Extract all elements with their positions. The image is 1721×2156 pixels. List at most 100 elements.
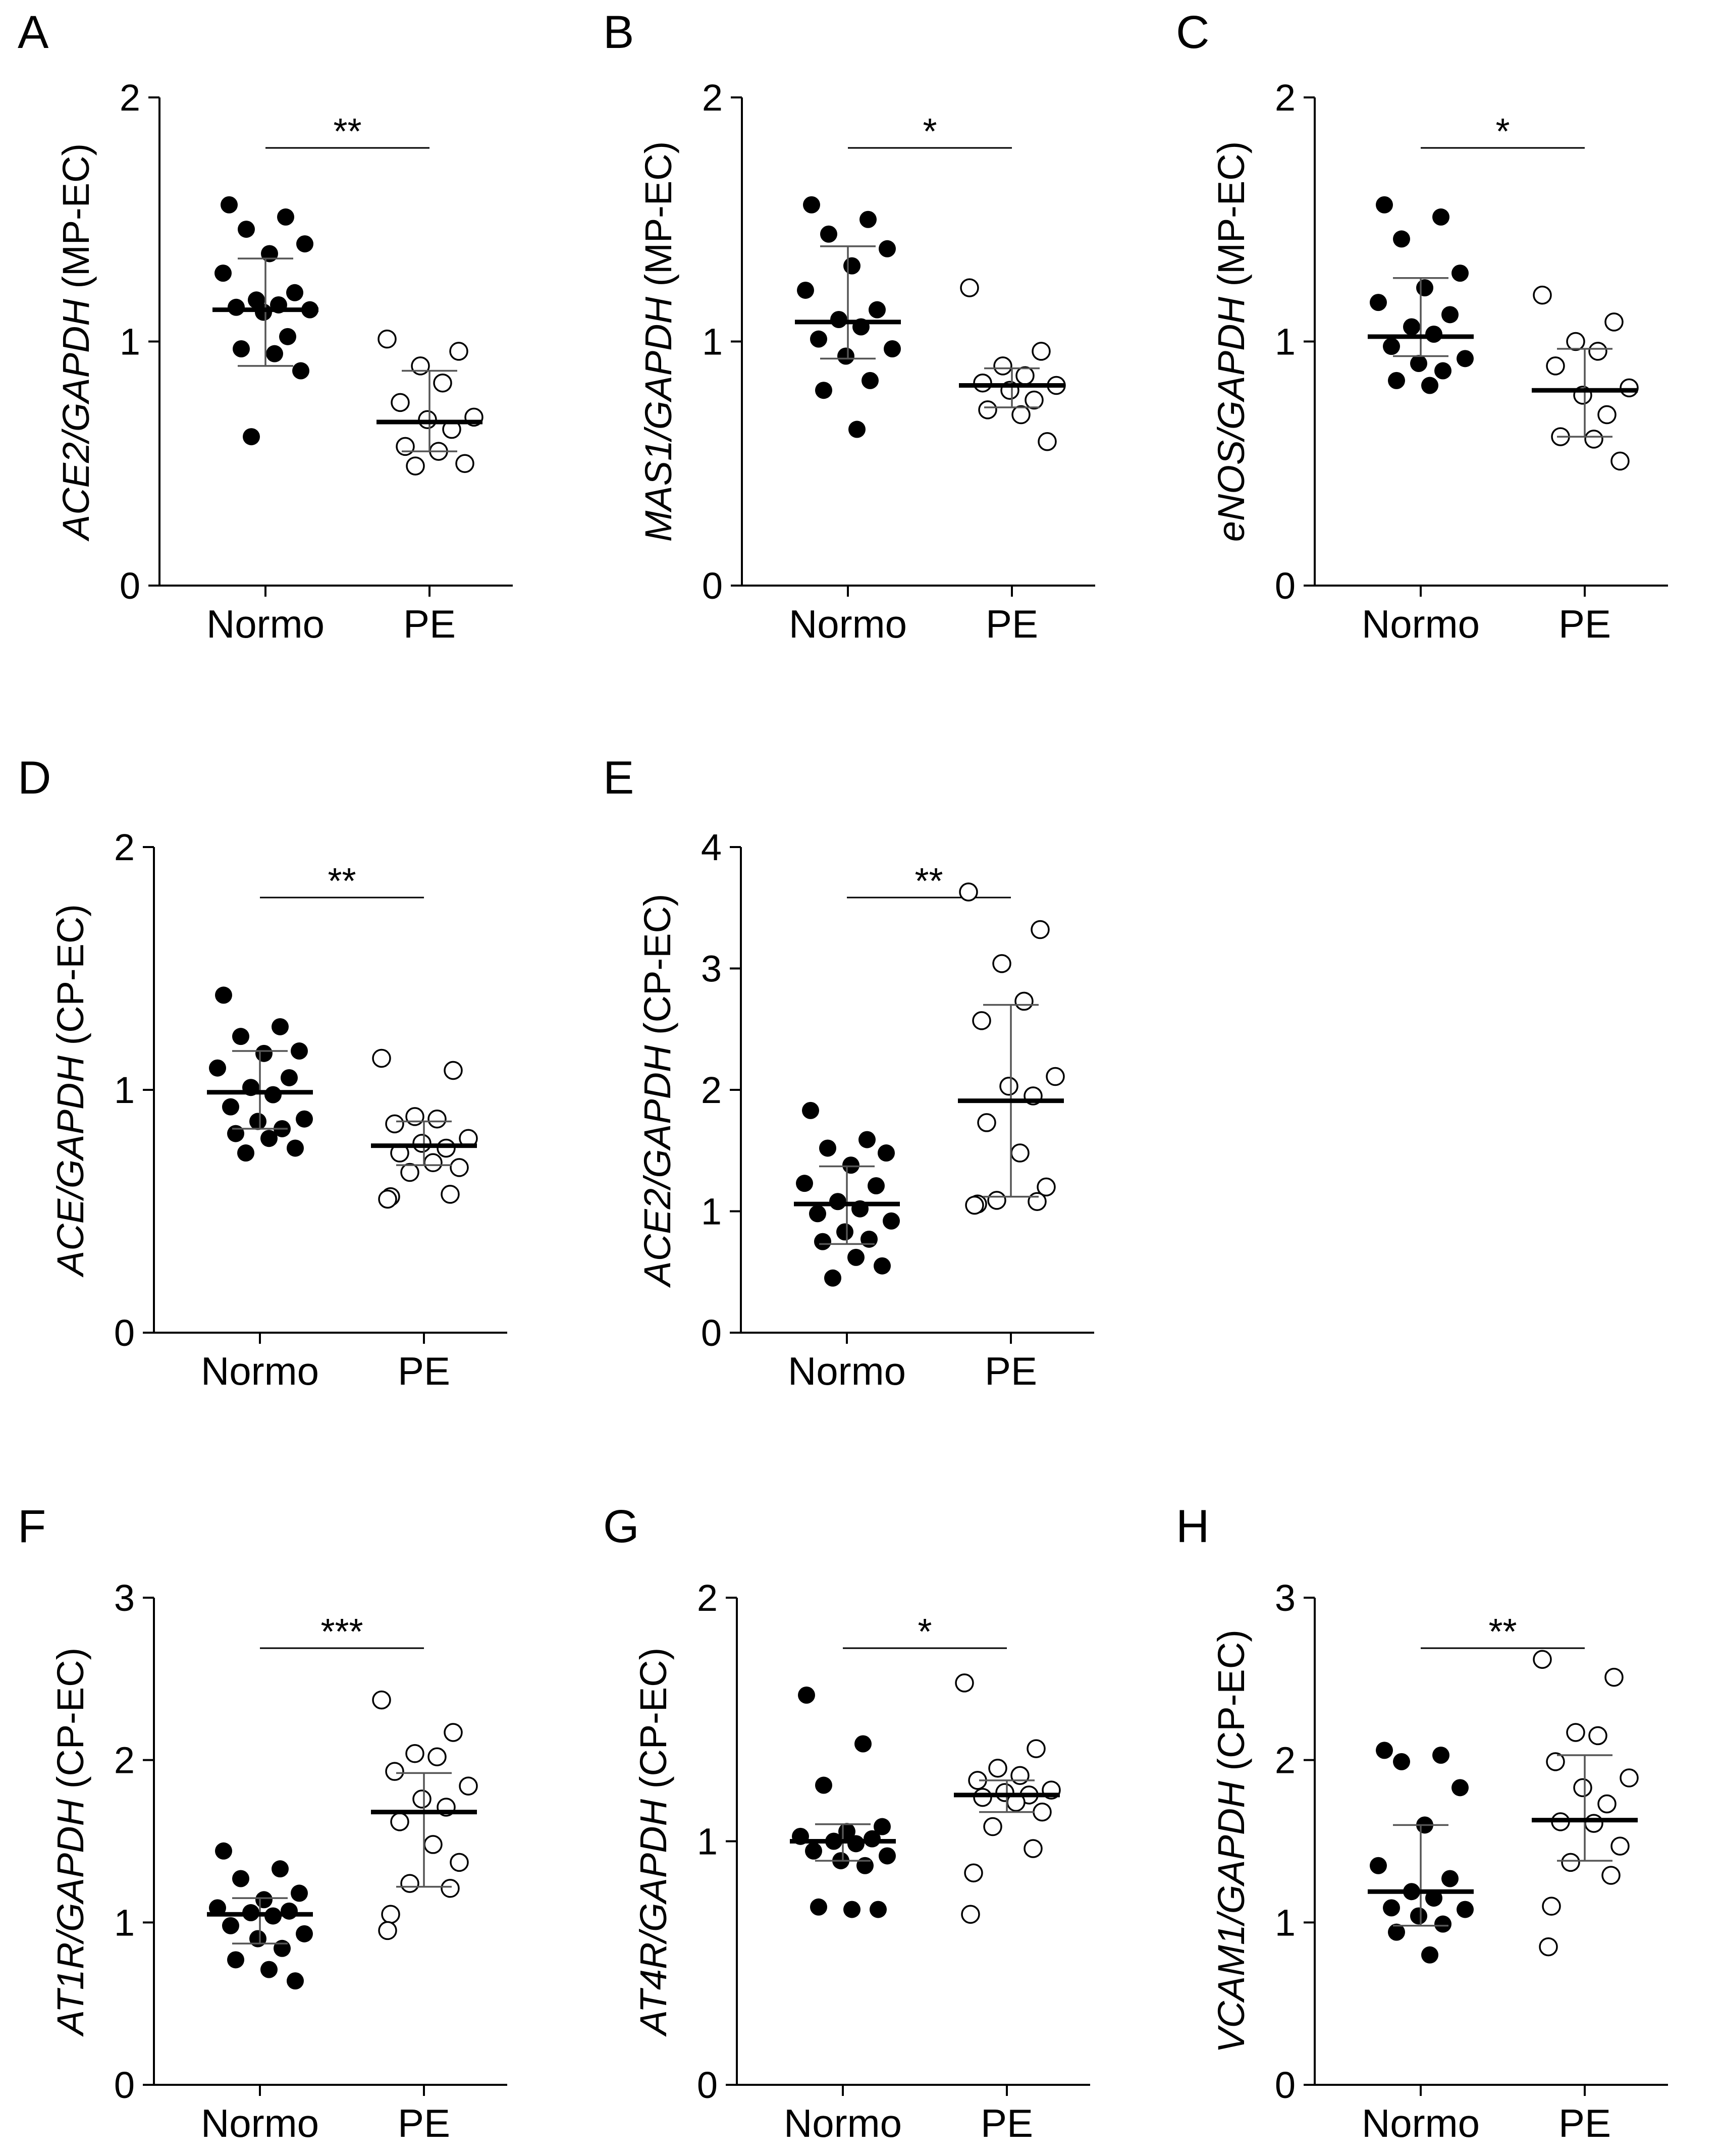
data-point — [805, 1842, 822, 1860]
x-tick-label: Normo — [788, 1349, 906, 1393]
data-point — [847, 1835, 865, 1853]
data-point — [405, 1107, 424, 1126]
series-normo — [790, 1687, 896, 1918]
data-point — [837, 347, 854, 365]
data-point — [233, 340, 250, 358]
data-point — [820, 225, 837, 243]
data-point — [814, 1233, 831, 1250]
data-point — [874, 1257, 891, 1275]
x-tick-label: Normo — [1362, 2101, 1480, 2145]
data-point — [1610, 1836, 1630, 1856]
data-point — [815, 382, 832, 399]
data-point — [959, 882, 978, 902]
significance-label: ** — [915, 861, 943, 902]
data-point — [1421, 1946, 1438, 1964]
data-point — [411, 356, 430, 376]
data-point — [824, 1269, 841, 1287]
data-point — [255, 1891, 273, 1909]
data-point — [884, 340, 901, 358]
data-point — [1620, 378, 1639, 398]
data-point — [1376, 1742, 1393, 1759]
series-pe — [954, 1673, 1061, 1924]
y-axis-label-cells: (CP-EC) — [49, 904, 91, 1056]
data-point — [372, 1690, 391, 1710]
data-point — [815, 1776, 832, 1794]
data-point — [1610, 451, 1630, 471]
data-point — [378, 1189, 397, 1209]
data-point — [400, 1874, 419, 1893]
y-axis-label: ACE/GAPDH (CP-EC) — [49, 904, 91, 1278]
data-point — [455, 454, 474, 473]
data-point — [405, 1744, 424, 1763]
y-tick-label: 0 — [697, 2064, 718, 2106]
x-tick-label: PE — [1558, 2101, 1611, 2145]
y-tick-label: 2 — [1275, 77, 1296, 119]
data-point — [372, 1048, 391, 1068]
x-tick-label: PE — [403, 602, 456, 646]
data-point — [1010, 1766, 1030, 1785]
data-point — [215, 986, 232, 1004]
y-axis-label-gene: AT1R/GAPDH — [49, 1799, 91, 2037]
data-point — [955, 1673, 974, 1693]
data-point — [412, 1790, 432, 1809]
series-normo — [1368, 196, 1474, 394]
series-pe — [958, 882, 1065, 1215]
data-point — [848, 420, 866, 438]
y-axis-label-gene: ACE2/GAPDH — [55, 299, 97, 542]
data-point — [810, 330, 827, 348]
data-point — [291, 1884, 308, 1902]
data-point — [964, 1863, 983, 1882]
data-point — [999, 1077, 1018, 1096]
y-axis-label-cells: (CP-EC) — [632, 1648, 674, 1799]
y-axis-label: AT1R/GAPDH (CP-EC) — [49, 1648, 91, 2037]
data-point — [1027, 1739, 1046, 1758]
data-point — [983, 1817, 1002, 1836]
data-point — [1457, 350, 1474, 367]
y-tick-label: 1 — [702, 321, 723, 363]
data-point — [296, 235, 313, 253]
y-axis-label: AT4R/GAPDH (CP-EC) — [632, 1648, 674, 2037]
series-normo — [207, 1842, 313, 1990]
data-point — [879, 1847, 896, 1865]
data-point — [261, 245, 278, 262]
data-point — [249, 1113, 266, 1130]
y-tick-label: 0 — [120, 565, 140, 607]
data-point — [249, 1930, 266, 1948]
data-point — [1434, 362, 1451, 380]
data-point — [292, 362, 309, 380]
data-point — [1451, 265, 1469, 282]
series-pe — [1532, 1650, 1639, 1957]
data-point — [810, 1898, 827, 1916]
x-tick-label: Normo — [784, 2101, 902, 2145]
data-point — [406, 456, 425, 476]
data-point — [842, 1156, 859, 1174]
data-point — [878, 1144, 895, 1162]
y-tick-label: 3 — [1275, 1577, 1296, 1619]
data-point — [209, 1059, 226, 1077]
x-tick-label: PE — [986, 602, 1038, 646]
data-point — [868, 1177, 885, 1194]
data-point — [260, 1961, 278, 1978]
data-point — [1046, 1067, 1065, 1086]
y-tick-label: 2 — [1275, 1740, 1296, 1781]
data-point — [802, 1101, 819, 1119]
x-tick-label: Normo — [206, 602, 325, 646]
data-point — [1451, 1779, 1469, 1797]
data-point — [1370, 294, 1387, 311]
data-point — [843, 257, 860, 275]
data-point — [1546, 356, 1565, 376]
data-point — [1376, 196, 1393, 214]
y-axis-label-gene: AT4R/GAPDH — [632, 1799, 674, 2037]
data-point — [1388, 372, 1405, 389]
data-point — [385, 1762, 404, 1781]
data-point — [1388, 1923, 1405, 1941]
data-point — [396, 437, 415, 456]
y-tick-label: 2 — [114, 826, 135, 868]
data-point — [215, 1842, 232, 1860]
data-point — [1566, 332, 1585, 351]
data-point — [1601, 1866, 1621, 1885]
data-point — [1584, 1814, 1603, 1833]
data-point — [296, 1925, 313, 1942]
data-point — [1546, 1752, 1565, 1771]
data-point — [272, 1860, 289, 1878]
